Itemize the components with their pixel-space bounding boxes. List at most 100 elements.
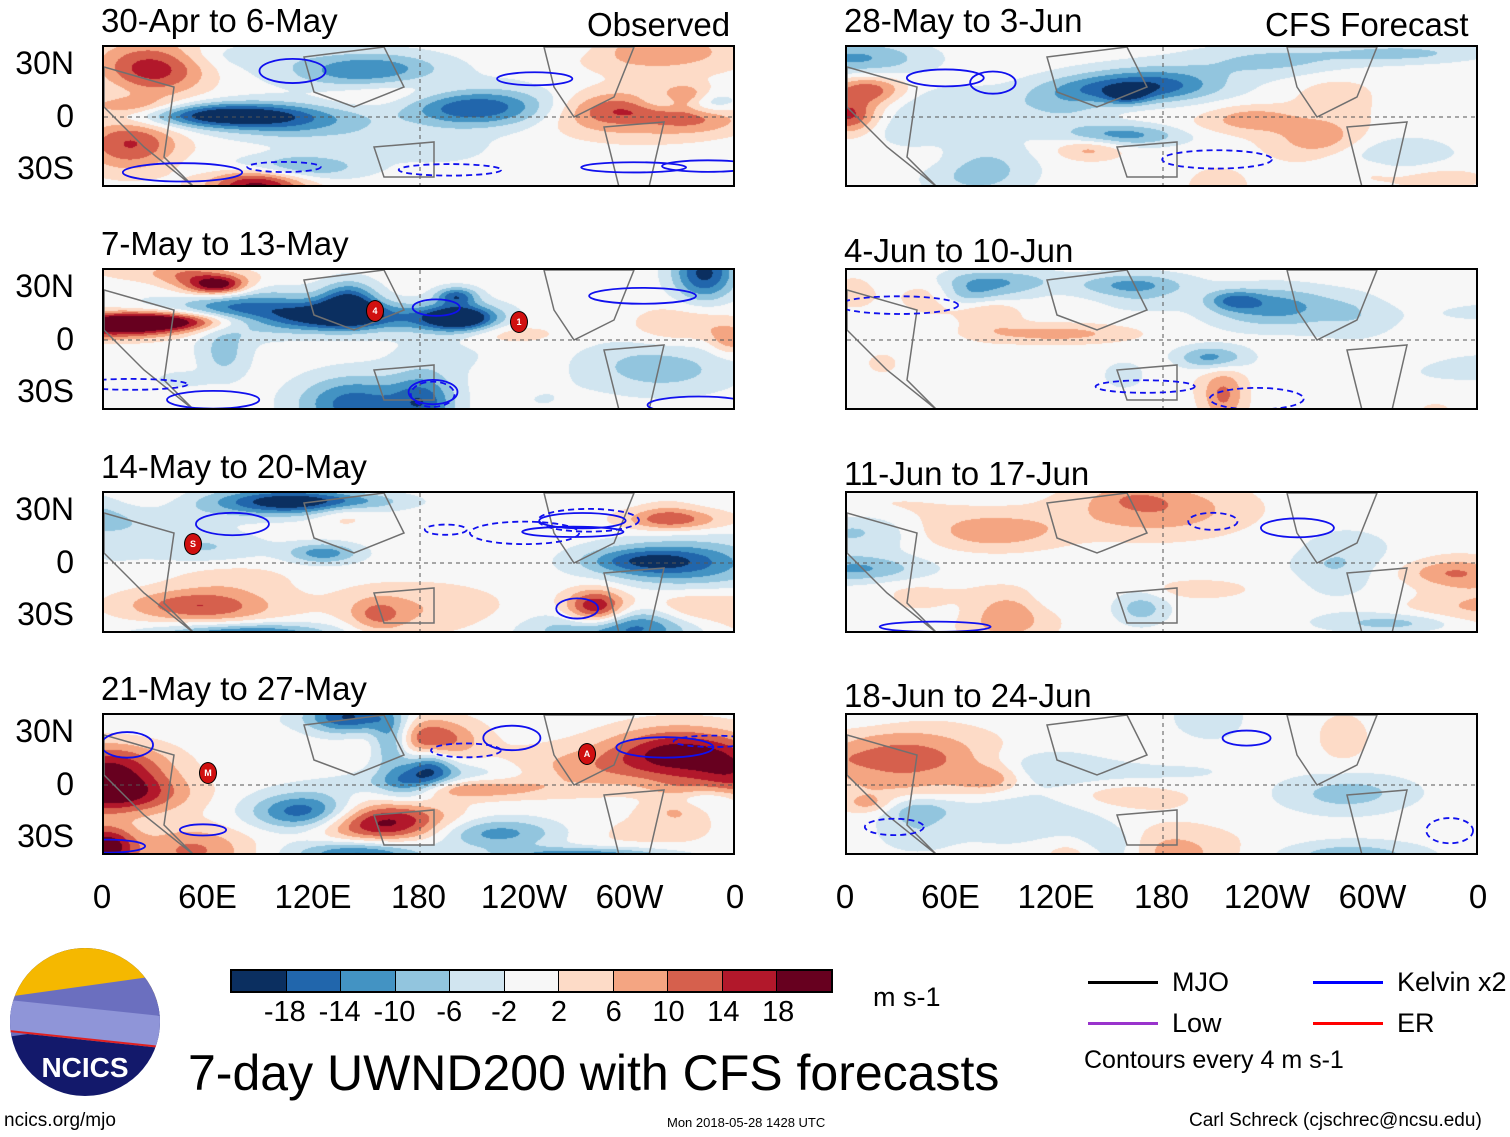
map-panel <box>845 268 1478 410</box>
wind-field <box>847 715 1476 853</box>
x-tick-label: 180 <box>390 878 447 915</box>
colorbar-swatch <box>777 971 832 991</box>
map-overlay <box>847 715 1476 853</box>
colorbar <box>230 969 833 993</box>
panel-title: 7-May to 13-May <box>101 225 349 262</box>
colorbar-tick-label: -10 <box>373 996 416 1028</box>
coastline <box>543 715 635 786</box>
y-tick-label: 0 <box>56 766 74 802</box>
x-tick-label: 120E <box>274 878 352 915</box>
kelvin-contour <box>104 378 189 391</box>
kelvin-contour <box>411 298 461 317</box>
coastline <box>543 270 635 341</box>
y-tick-label: 0 <box>56 98 74 134</box>
footer-url[interactable]: ncics.org/mjo <box>4 1110 116 1131</box>
x-tick-label: 0 <box>725 878 745 915</box>
y-tick-label: 0 <box>56 321 74 357</box>
kelvin-contour <box>104 731 154 759</box>
x-tick-label: 60W <box>595 878 664 915</box>
map-panel <box>102 45 735 187</box>
x-tick-label: 60W <box>1338 878 1407 915</box>
wind-field <box>104 270 733 408</box>
panel-title: 18-Jun to 24-Jun <box>844 677 1092 714</box>
kelvin-contour <box>905 68 985 88</box>
y-tick-label: 30N <box>15 268 74 304</box>
coastline <box>104 66 194 185</box>
coastline <box>1346 121 1408 185</box>
map-overlay <box>104 493 733 631</box>
kelvin-contour <box>847 295 960 315</box>
colorbar-tick-label: 6 <box>605 996 622 1028</box>
coastline <box>847 512 937 631</box>
coastline <box>104 289 194 408</box>
kelvin-contour <box>482 724 542 752</box>
kelvin-contour <box>969 70 1017 95</box>
x-tick-label: 120W <box>480 878 568 915</box>
colorbar-swatch <box>613 971 669 991</box>
coastline <box>104 734 194 853</box>
coastline <box>1286 715 1378 786</box>
panel-title: 4-Jun to 10-Jun <box>844 232 1074 269</box>
y-tick-label: 30S <box>17 150 74 186</box>
kelvin-contour <box>878 620 992 631</box>
map-overlay <box>847 47 1476 185</box>
coastline <box>1115 809 1178 846</box>
y-tick-label: 0 <box>56 544 74 580</box>
x-tick-label: 60E <box>921 878 980 915</box>
coastline <box>1115 364 1178 401</box>
legend-label: Low <box>1172 1008 1222 1038</box>
map-panel <box>845 713 1478 855</box>
colorbar-swatch <box>504 971 560 991</box>
ncics-logo: NCICS <box>10 948 160 1096</box>
coastline <box>1286 47 1378 118</box>
wind-field <box>847 270 1476 408</box>
kelvin-contour <box>588 286 697 305</box>
colorbar-tick-label: 10 <box>652 996 685 1028</box>
coastline <box>1115 141 1178 178</box>
map-panel <box>845 45 1478 187</box>
coastline <box>1346 344 1408 408</box>
kelvin-contour <box>1425 817 1474 845</box>
colorbar-tick-label: 2 <box>550 996 567 1028</box>
coastline <box>303 715 406 776</box>
coastline <box>1046 47 1149 108</box>
coastline <box>543 47 635 118</box>
coastline <box>603 344 665 408</box>
kelvin-contour <box>1221 729 1272 747</box>
kelvin-contour <box>166 389 261 408</box>
kelvin-contour <box>397 163 503 177</box>
kelvin-contour <box>195 511 270 537</box>
coastline <box>847 66 937 185</box>
colorbar-tick-label: -6 <box>436 996 463 1028</box>
panel-title: 11-Jun to 17-Jun <box>844 455 1090 492</box>
coastline <box>372 587 435 624</box>
kelvin-contour <box>104 838 146 853</box>
map-overlay <box>847 493 1476 631</box>
coastline <box>847 734 937 853</box>
coastline <box>1046 493 1149 554</box>
column-label-0: Observed <box>587 6 731 43</box>
logo-text: NCICS <box>41 1052 129 1083</box>
coastline <box>1346 567 1408 631</box>
colorbar-swatch <box>668 971 723 991</box>
colorbar-swatch <box>341 971 396 991</box>
panel-title: 28-May to 3-Jun <box>844 2 1083 39</box>
panel-title: 21-May to 27-May <box>101 670 367 707</box>
y-tick-label: 30S <box>17 596 74 632</box>
tropical-cyclone-marker: 1 <box>510 311 528 333</box>
colorbar-tick-label: -14 <box>318 996 361 1028</box>
x-tick-label: 0 <box>835 878 855 915</box>
coastline <box>372 809 435 846</box>
kelvin-contour <box>407 379 459 406</box>
legend-line-kelvin-x2 <box>1313 981 1383 984</box>
kelvin-contour <box>1260 517 1335 539</box>
coastline <box>1286 493 1378 564</box>
kelvin-contour <box>646 395 733 408</box>
coastline <box>603 789 665 853</box>
colorbar-units: m s-1 <box>873 982 941 1012</box>
map-panel: S <box>102 491 735 633</box>
coastline <box>1346 789 1408 853</box>
kelvin-contour <box>672 734 733 748</box>
x-tick-label: 0 <box>1468 878 1488 915</box>
